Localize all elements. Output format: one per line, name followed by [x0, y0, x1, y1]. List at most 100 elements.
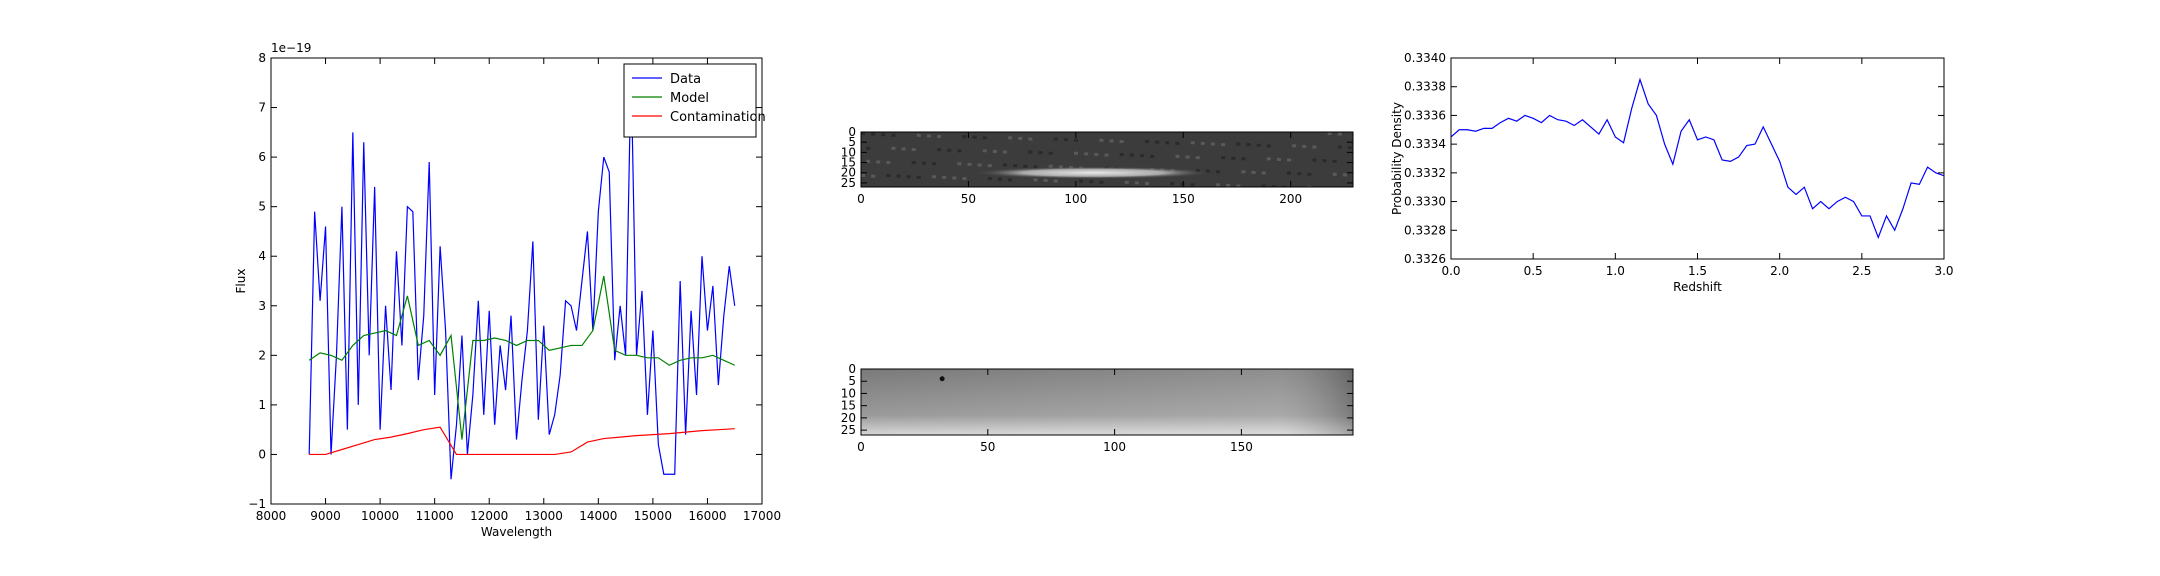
image-noise — [1251, 170, 1256, 174]
y-tick-label: 0.3330 — [1404, 195, 1446, 209]
image-noise — [1119, 140, 1124, 144]
plot-area — [861, 369, 1353, 435]
y-tick-label: 0.3336 — [1404, 108, 1446, 122]
y-tick-label: 0.3326 — [1404, 252, 1446, 266]
x-tick-label: 3.0 — [1934, 264, 1953, 278]
image-noise — [876, 160, 881, 164]
y-tick-label: 10 — [841, 386, 856, 400]
y-axis-label: Probability Density — [1390, 102, 1404, 215]
image-noise — [1145, 182, 1150, 186]
y-tick-label: 6 — [258, 150, 266, 164]
y-tick-label: −1 — [248, 497, 266, 511]
image-noise — [906, 175, 911, 179]
image-noise — [1003, 163, 1008, 167]
image-noise — [1266, 144, 1271, 148]
x-axis-label: Wavelength — [481, 525, 552, 539]
image-noise — [1038, 151, 1043, 155]
image-noise — [1053, 179, 1058, 183]
image-noise — [962, 135, 967, 139]
x-tick-label: 0.5 — [1524, 264, 1543, 278]
x-tick-label: 9000 — [310, 509, 341, 523]
image-noise — [937, 135, 942, 139]
y-tick-label: 0 — [848, 125, 856, 139]
image-noise — [1170, 182, 1175, 186]
image-noise — [1028, 137, 1033, 141]
legend-box — [623, 63, 757, 138]
image-noise — [1094, 153, 1099, 157]
image-noise — [1124, 180, 1129, 184]
y-tick-label: 0 — [258, 447, 266, 461]
x-tick-label: 16000 — [688, 509, 726, 523]
image-noise — [1003, 150, 1008, 154]
image-noise — [1165, 141, 1170, 145]
x-tick-label: 150 — [1230, 440, 1253, 454]
image-noise — [866, 146, 871, 150]
x-tick-label: 50 — [961, 192, 976, 206]
x-tick-label: 2.5 — [1852, 264, 1871, 278]
axes-frame — [270, 57, 763, 505]
image-noise — [1048, 151, 1053, 155]
y-tick-label: 5 — [258, 200, 266, 214]
image-noise — [1216, 170, 1221, 174]
x-tick-label: 17000 — [743, 509, 781, 523]
legend-label: Contamination — [670, 110, 766, 125]
x-tick-label: 1.5 — [1688, 264, 1707, 278]
image-noise — [1175, 154, 1180, 158]
y-tick-label: 25 — [841, 176, 856, 190]
image-noise — [1256, 143, 1261, 147]
image-noise — [942, 175, 947, 179]
image-noise — [982, 149, 987, 153]
image-noise — [977, 163, 982, 167]
image-noise — [1337, 145, 1342, 149]
image-noise — [916, 133, 921, 137]
image-noise — [1043, 178, 1048, 182]
image-noise — [1058, 165, 1063, 169]
image-noise — [1033, 178, 1038, 182]
image-noise — [1033, 165, 1038, 169]
image-noise — [1332, 159, 1337, 163]
image-noise — [1332, 172, 1337, 176]
y-tick-label: 15 — [841, 156, 856, 170]
y-tick-label: 0.3340 — [1404, 51, 1446, 65]
x-tick-label: 100 — [1103, 440, 1126, 454]
image-noise — [1292, 144, 1297, 148]
image-noise — [1241, 170, 1246, 174]
image-noise — [1205, 169, 1210, 173]
x-tick-label: 14000 — [579, 509, 617, 523]
image-noise — [997, 177, 1002, 181]
y-tick-label: 0 — [848, 362, 856, 376]
x-tick-label: 0.0 — [1441, 264, 1460, 278]
image-noise — [1337, 132, 1342, 136]
image-noise — [1231, 156, 1236, 160]
image-streak — [974, 166, 1212, 179]
x-tick-label: 12000 — [470, 509, 508, 523]
image-noise — [1307, 185, 1312, 187]
plot-area — [861, 132, 1353, 187]
data-line — [308, 275, 735, 440]
y-tick-label: 15 — [841, 399, 856, 413]
image-noise — [962, 177, 967, 181]
image-noise — [1018, 136, 1023, 140]
axes-frame — [860, 368, 1354, 436]
y-tick-label: 20 — [841, 411, 856, 425]
image-noise — [1180, 182, 1185, 186]
y-tick-label: 10 — [841, 145, 856, 159]
axes-frame — [860, 131, 1354, 188]
image-noise — [1312, 158, 1317, 162]
image-noise — [1327, 132, 1332, 135]
image-noise — [861, 132, 865, 135]
image-noise — [1210, 142, 1215, 146]
x-tick-label: 11000 — [416, 509, 454, 523]
image-noise — [1099, 180, 1104, 184]
data-line — [1451, 77, 1944, 240]
image-noise — [1063, 138, 1068, 142]
image-noise — [1241, 157, 1246, 161]
y-tick-label: 0.3332 — [1404, 166, 1446, 180]
image-noise — [901, 147, 906, 151]
image-noise — [911, 148, 916, 152]
image-noise — [1195, 156, 1200, 160]
x-tick-label: 10000 — [361, 509, 399, 523]
image-spot — [939, 376, 945, 382]
plot-area — [1451, 77, 1944, 240]
image-noise — [992, 149, 997, 153]
